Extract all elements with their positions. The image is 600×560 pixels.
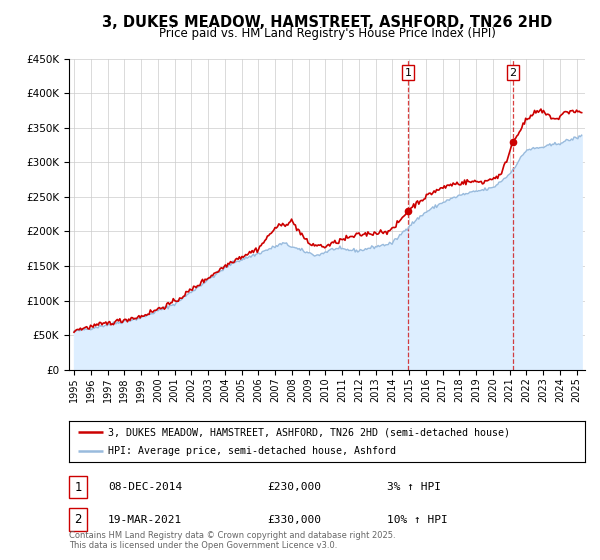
Text: 2: 2: [74, 513, 82, 526]
Text: 1: 1: [404, 68, 412, 78]
Text: 10% ↑ HPI: 10% ↑ HPI: [387, 515, 448, 525]
Text: £230,000: £230,000: [267, 482, 321, 492]
Text: 3% ↑ HPI: 3% ↑ HPI: [387, 482, 441, 492]
Text: HPI: Average price, semi-detached house, Ashford: HPI: Average price, semi-detached house,…: [108, 446, 396, 456]
Text: Contains HM Land Registry data © Crown copyright and database right 2025.
This d: Contains HM Land Registry data © Crown c…: [69, 530, 395, 550]
Text: 19-MAR-2021: 19-MAR-2021: [108, 515, 182, 525]
Text: 2: 2: [509, 68, 517, 78]
Text: £330,000: £330,000: [267, 515, 321, 525]
Text: Price paid vs. HM Land Registry's House Price Index (HPI): Price paid vs. HM Land Registry's House …: [158, 27, 496, 40]
Text: 08-DEC-2014: 08-DEC-2014: [108, 482, 182, 492]
Text: 3, DUKES MEADOW, HAMSTREET, ASHFORD, TN26 2HD: 3, DUKES MEADOW, HAMSTREET, ASHFORD, TN2…: [102, 15, 552, 30]
Text: 1: 1: [74, 480, 82, 494]
Text: 3, DUKES MEADOW, HAMSTREET, ASHFORD, TN26 2HD (semi-detached house): 3, DUKES MEADOW, HAMSTREET, ASHFORD, TN2…: [108, 427, 510, 437]
